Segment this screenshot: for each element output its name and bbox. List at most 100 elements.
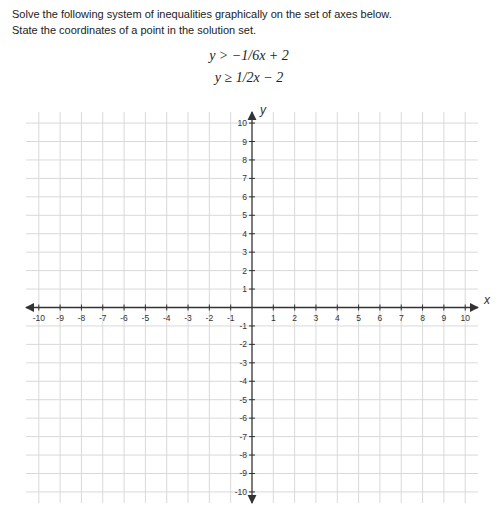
grid-line: [26, 141, 478, 142]
equation: y > −1/6x + 2: [207, 48, 289, 63]
grid-line: [337, 112, 338, 503]
grid-line: [38, 112, 39, 503]
x-tick: [337, 305, 338, 311]
y-tick-label: -3: [239, 358, 247, 368]
x-tick-label: 5: [356, 313, 361, 323]
grid-line: [358, 112, 359, 503]
y-tick: [249, 123, 255, 124]
title: Solve the following system of inequaliti…: [12, 8, 392, 20]
grid-line: [166, 112, 167, 503]
grid-line: [26, 289, 478, 290]
y-tick: [249, 289, 255, 290]
grid-line: [26, 178, 478, 179]
y-tick-label: 5: [242, 210, 247, 220]
y-tick: [249, 436, 255, 437]
x-tick-label: -4: [163, 313, 171, 323]
grid-line: [26, 362, 478, 363]
x-tick: [379, 305, 380, 311]
y-tick: [249, 141, 255, 142]
x-tick: [230, 305, 231, 311]
grid-line: [379, 112, 380, 503]
x-tick-label: -10: [33, 313, 46, 323]
grid-line: [145, 112, 146, 503]
x-tick-label: -9: [56, 313, 64, 323]
x-tick-label: 1: [271, 313, 276, 323]
x-tick-label: -3: [184, 313, 192, 323]
y-tick: [249, 344, 255, 345]
grid-line: [188, 112, 189, 503]
grid-line: [273, 112, 274, 503]
y-axis: [251, 112, 252, 503]
x-tick-label: 8: [420, 313, 425, 323]
y-tick: [249, 455, 255, 456]
y-axis-label: y: [259, 103, 267, 117]
x-tick: [443, 305, 444, 311]
x-tick: [81, 305, 82, 311]
x-tick-label: -5: [142, 313, 150, 323]
grid-line: [26, 436, 478, 437]
grid-line: [26, 344, 478, 345]
x-tick-label: 9: [442, 313, 447, 323]
grid-line: [26, 159, 478, 160]
grid-line: [26, 399, 478, 400]
y-tick-label: -1: [239, 321, 247, 331]
grid-line: [230, 112, 231, 503]
x-tick: [60, 305, 61, 311]
y-tick: [249, 418, 255, 419]
x-tick: [145, 305, 146, 311]
x-tick-label: -2: [206, 313, 214, 323]
y-tick-label: 2: [242, 266, 247, 276]
grid-line: [443, 112, 444, 503]
grid-line: [81, 112, 82, 503]
y-tick-label: -9: [239, 468, 247, 478]
subtitle: State the coordinates of a point in the …: [12, 24, 256, 36]
grid-line: [209, 112, 210, 503]
grid-line: [401, 112, 402, 503]
y-tick: [249, 215, 255, 216]
grid-line: [26, 196, 478, 197]
y-tick-label: -4: [239, 376, 247, 386]
y-tick-label: 1: [242, 284, 247, 294]
x-tick-label: 7: [399, 313, 404, 323]
x-tick: [273, 305, 274, 311]
grid-line: [26, 381, 478, 382]
x-tick-label: -8: [78, 313, 86, 323]
x-tick-label: 10: [460, 313, 470, 323]
x-tick-label: 6: [378, 313, 383, 323]
grid-line: [26, 491, 478, 492]
y-tick-label: 10: [238, 118, 248, 128]
x-tick-label: -6: [120, 313, 128, 323]
x-tick: [294, 305, 295, 311]
grid-line: [26, 252, 478, 253]
y-tick-label: 4: [242, 229, 247, 239]
grid-line: [422, 112, 423, 503]
y-tick: [249, 196, 255, 197]
y-tick-label: 7: [242, 173, 247, 183]
x-tick: [166, 305, 167, 311]
y-tick-label: -10: [235, 487, 248, 497]
x-tick-label: 2: [292, 313, 297, 323]
grid-line: [26, 215, 478, 216]
y-tick-label: -8: [239, 450, 247, 460]
plot-area: [26, 112, 478, 503]
y-tick-label: -5: [239, 395, 247, 405]
x-tick-label: 4: [335, 313, 340, 323]
grid-line: [26, 123, 478, 124]
grid-line: [102, 112, 103, 503]
grid-line: [26, 325, 478, 326]
y-tick-label: 3: [242, 247, 247, 257]
grid-line: [26, 418, 478, 419]
x-axis-label: x: [483, 293, 491, 307]
grid-line: [315, 112, 316, 503]
y-tick: [249, 233, 255, 234]
x-tick: [124, 305, 125, 311]
page: {"chart_data": {"type": "coordinate_plan…: [0, 0, 498, 515]
y-tick: [249, 399, 255, 400]
y-tick: [249, 252, 255, 253]
x-tick: [401, 305, 402, 311]
y-tick: [249, 159, 255, 160]
x-tick: [209, 305, 210, 311]
x-tick-label: 3: [314, 313, 319, 323]
grid-line: [26, 473, 478, 474]
y-tick: [249, 270, 255, 271]
